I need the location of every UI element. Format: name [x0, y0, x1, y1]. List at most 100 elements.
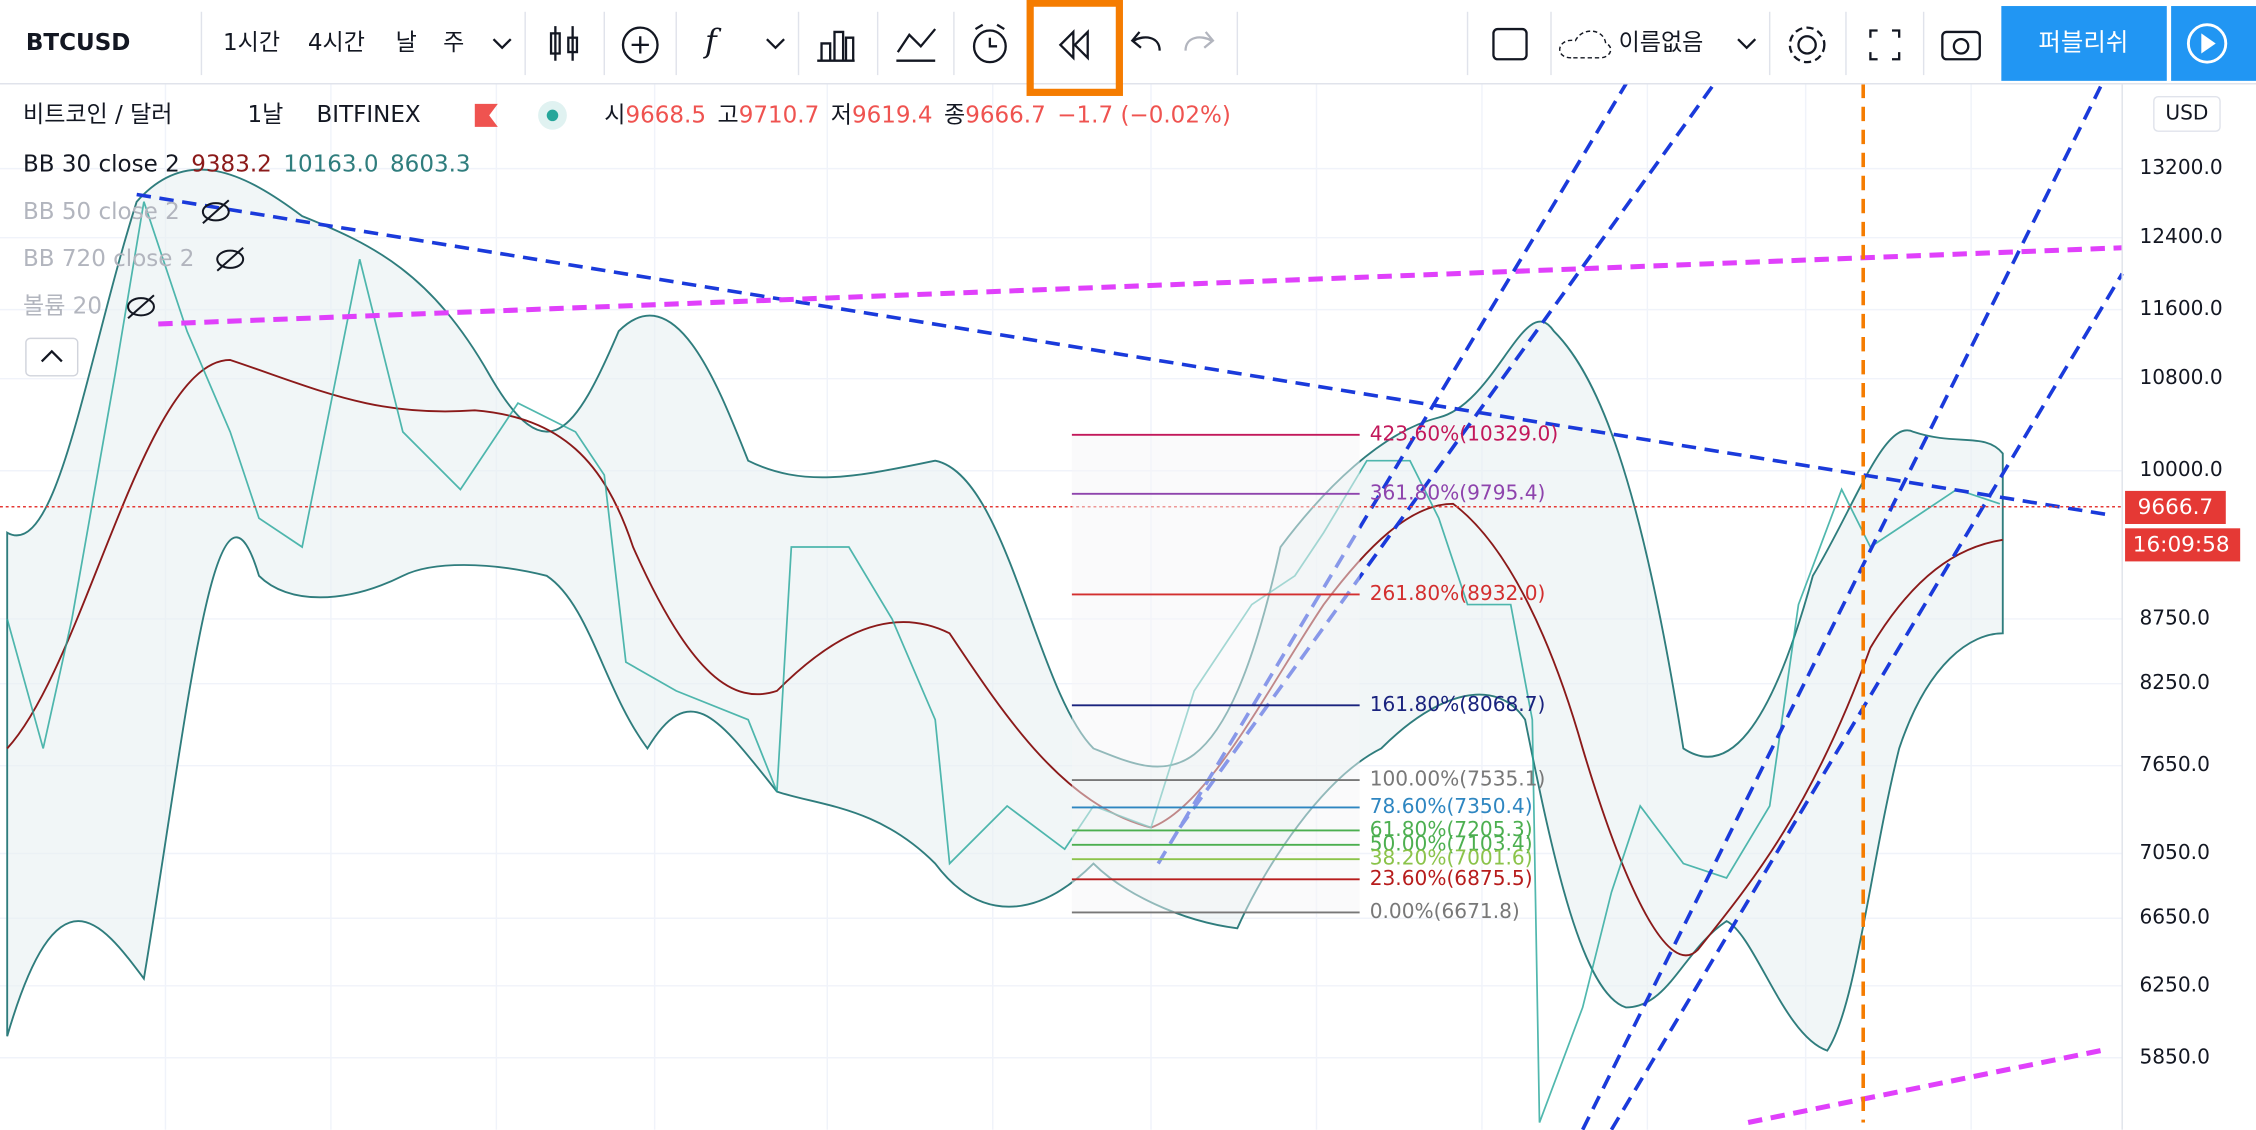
last-price-box [2125, 490, 2226, 524]
ohlc-value: 9668.5 [625, 102, 706, 128]
toolbar [0, 0, 2256, 84]
legend-interval: 1날 [247, 102, 283, 128]
price-label: 8750.0 [2139, 605, 2209, 629]
collapse-icon [40, 349, 63, 363]
countdown-box [2125, 528, 2241, 562]
hidden-slash [127, 294, 155, 320]
indicator: BB 720 close 2 [23, 246, 194, 272]
hidden-icon[interactable] [201, 202, 230, 222]
plus [631, 36, 649, 54]
indicator-name: BB 30 close 2 [23, 151, 180, 177]
trendline [1156, 71, 1635, 865]
price-label: 7050.0 [2139, 840, 2209, 864]
settings-icon[interactable] [1797, 35, 1817, 55]
price-line [6, 201, 2001, 1123]
fibonacci: 423.60%(10329.0) 361.80%(9795.4) 261.80%(8… [1071, 421, 1558, 923]
fib-label: 423.60%(10329.0) [1370, 421, 1558, 445]
dropdown-icon[interactable] [1737, 38, 1757, 50]
add-indicator-icon[interactable] [621, 26, 659, 64]
price-label: 6250.0 [2139, 972, 2209, 996]
flag-icon[interactable] [474, 103, 498, 127]
publish-button[interactable] [2001, 6, 2167, 81]
ohlc-label: 고 [718, 102, 739, 128]
candle-icon[interactable] [554, 26, 574, 61]
fib-label: 100.00%(7535.1) [1370, 767, 1546, 791]
symbol[interactable]: BTCUSD [26, 30, 131, 56]
fib-label: 361.80%(9795.4) [1370, 480, 1546, 504]
indicator: BB 50 close 2 [23, 198, 180, 224]
price-label: 7650.0 [2139, 752, 2209, 776]
ohlc-value: 9710.7 [739, 102, 820, 128]
trendline [1609, 272, 2124, 1130]
interval[interactable]: 날 [396, 30, 417, 56]
replay-icon[interactable] [1058, 29, 1089, 61]
indicator-name: BB 50 close 2 [23, 198, 180, 224]
status-dot [546, 109, 559, 122]
indicator-value: 9383.2 [191, 151, 272, 177]
interval[interactable]: 1시간 [223, 30, 280, 56]
price-label: 5850.0 [2139, 1044, 2209, 1068]
legend-exchange: BITFINEX [317, 102, 421, 128]
undo-icon[interactable] [1130, 31, 1161, 51]
dividers [200, 11, 1925, 76]
collapse-button[interactable] [25, 337, 79, 377]
alert-hands [974, 23, 1005, 48]
fib-label: 0.00%(6671.8) [1370, 899, 1520, 923]
trendline [158, 245, 2123, 327]
bollinger-band [6, 168, 2004, 1052]
interval[interactable]: 4시간 [308, 30, 365, 56]
layout-name[interactable]: 이름없음 [1619, 30, 1704, 56]
play-arrow [2201, 33, 2216, 54]
price-label: 12400.0 [2139, 224, 2222, 248]
fib-label: 78.60%(7350.4) [1370, 794, 1533, 818]
dropdown-icon[interactable] [766, 38, 785, 50]
fib-label: 23.60%(6875.5) [1370, 866, 1533, 890]
hidden-slash [216, 246, 244, 272]
trendline [1747, 1048, 2102, 1125]
camera-lens [1952, 37, 1970, 55]
price-label: 10000.0 [2139, 457, 2222, 481]
cloud-icon[interactable] [1559, 30, 1612, 59]
hidden-slash [202, 199, 230, 225]
trendline [136, 192, 2113, 518]
hidden-icon[interactable] [216, 249, 245, 269]
ohlc-label: 종 [944, 102, 965, 128]
ohlc-label: 저 [831, 102, 852, 128]
alert-icon[interactable] [972, 29, 1007, 64]
indicator: BB 30 close 2 9383.2 10163.0 8603.3 [23, 151, 471, 177]
trendline [1581, 85, 2103, 1130]
redo-icon[interactable] [1184, 31, 1215, 51]
currency: USD [2165, 100, 2208, 124]
publish-label: 퍼블리쉬 [2038, 27, 2128, 56]
price-label: 6650.0 [2139, 905, 2209, 929]
compare-icon[interactable] [817, 30, 855, 62]
interval[interactable]: 주 [443, 30, 464, 56]
indicator-value: 8603.3 [390, 151, 471, 177]
dropdown-icon[interactable] [492, 38, 512, 50]
ohlc-value: 9619.4 [852, 102, 933, 128]
price-axis: 13200.0 12400.0 11600.0 10800.0 10000.0 8750.… [2139, 155, 2222, 1068]
change: −1.7 (−0.02%) [1057, 102, 1231, 128]
candle-body [549, 32, 561, 55]
price-label: 10800.0 [2139, 365, 2222, 389]
layout-icon[interactable] [1492, 27, 1528, 61]
candle-body [567, 36, 579, 54]
indicator-value: 10163.0 [283, 151, 378, 177]
ohlc-label: 시 [604, 102, 625, 128]
trendlines [136, 71, 2124, 1130]
price-label: 8250.0 [2139, 670, 2209, 694]
fib-label: 38.20%(7001.6) [1370, 846, 1533, 870]
template-icon[interactable] [896, 28, 937, 62]
indicator-name: BB 720 close 2 [23, 246, 194, 272]
legend-title: 비트코인 / 달러 [23, 102, 172, 128]
indicator-name: 볼륨 20 [23, 293, 102, 319]
settings-gear [1788, 26, 1826, 64]
camera-icon[interactable] [1941, 30, 1981, 61]
price-label: 13200.0 [2139, 155, 2222, 179]
hidden-icon[interactable] [127, 297, 155, 317]
currency-box[interactable] [2153, 95, 2221, 132]
countdown: 16:09:58 [2133, 533, 2230, 558]
play-icon [2186, 23, 2228, 64]
fullscreen-icon[interactable] [1869, 29, 1901, 61]
